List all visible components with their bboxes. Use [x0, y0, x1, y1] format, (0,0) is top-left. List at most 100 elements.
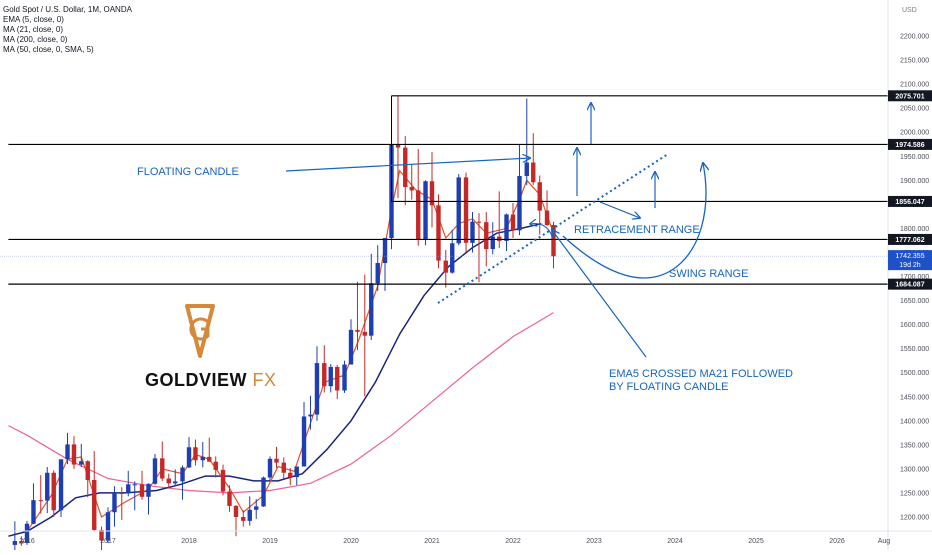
candle[interactable] — [261, 476, 266, 507]
candle[interactable] — [65, 432, 70, 465]
candle[interactable] — [119, 487, 124, 520]
candle[interactable] — [288, 467, 293, 486]
candle[interactable] — [322, 345, 327, 393]
candle[interactable] — [31, 483, 36, 525]
price-axis[interactable]: USD 1200.000 1250.000 1300.000 1350.000 1400.… — [887, 0, 932, 550]
candle[interactable] — [517, 144, 522, 236]
candle[interactable] — [166, 473, 171, 489]
price-tick-label: 2000.000 — [900, 130, 929, 137]
candle[interactable] — [233, 504, 239, 537]
candle[interactable] — [146, 483, 151, 515]
candle[interactable] — [355, 281, 360, 351]
candle[interactable] — [294, 466, 299, 486]
candle[interactable] — [254, 499, 259, 519]
floating-candle-arrow[interactable] — [285, 158, 530, 172]
candle[interactable] — [281, 457, 286, 479]
candle[interactable] — [335, 365, 340, 400]
candle[interactable] — [207, 437, 212, 462]
candle[interactable] — [267, 456, 273, 481]
candle[interactable] — [497, 191, 502, 249]
candle[interactable] — [241, 510, 246, 527]
candle[interactable] — [450, 229, 455, 274]
candle[interactable] — [38, 475, 43, 514]
candle[interactable] — [12, 521, 18, 551]
trendline-dotted[interactable] — [437, 153, 669, 304]
candle[interactable] — [227, 485, 232, 512]
candle[interactable] — [132, 481, 137, 511]
candle[interactable] — [152, 453, 158, 485]
candle[interactable] — [139, 470, 145, 500]
candle[interactable] — [403, 136, 408, 206]
candle[interactable] — [180, 465, 185, 500]
candle[interactable] — [504, 213, 509, 252]
candle[interactable] — [436, 194, 441, 269]
candle[interactable] — [429, 151, 435, 228]
candle[interactable] — [531, 133, 536, 186]
candle[interactable] — [382, 238, 388, 291]
candle[interactable] — [537, 175, 542, 235]
candle[interactable] — [362, 274, 367, 397]
candle[interactable] — [490, 222, 495, 255]
candle[interactable] — [92, 451, 97, 531]
candle[interactable] — [126, 470, 131, 497]
candle-body — [227, 491, 232, 506]
indicator-ma50[interactable]: MA (50, close, 0, SMA, 5) — [3, 45, 94, 54]
indicator-ma21[interactable]: MA (21, close, 0) — [3, 25, 64, 34]
candle[interactable] — [476, 213, 482, 283]
candle[interactable] — [416, 149, 421, 246]
candle[interactable] — [544, 190, 550, 226]
time-tick-label: 2025 — [748, 538, 764, 545]
candle[interactable] — [79, 443, 84, 467]
candle[interactable] — [200, 441, 205, 468]
candle[interactable] — [470, 212, 475, 253]
candle[interactable] — [213, 456, 218, 478]
time-tick-label: 2021 — [424, 538, 440, 545]
candle[interactable] — [301, 402, 307, 467]
candle[interactable] — [524, 98, 529, 186]
candle[interactable] — [314, 346, 320, 421]
candle[interactable] — [112, 486, 117, 527]
candle[interactable] — [45, 466, 50, 514]
candle[interactable] — [19, 536, 24, 546]
candle[interactable] — [193, 439, 198, 466]
candle[interactable] — [51, 470, 56, 517]
candle[interactable] — [443, 250, 448, 288]
candle[interactable] — [463, 172, 469, 252]
candle[interactable] — [375, 245, 380, 291]
candle[interactable] — [369, 253, 374, 340]
price-tick-label: 1600.000 — [900, 322, 929, 329]
indicator-ma200[interactable]: MA (200, close, 0) — [3, 35, 68, 44]
candle[interactable] — [85, 460, 90, 498]
candle[interactable] — [328, 364, 333, 393]
ema-cross-hook — [530, 224, 553, 237]
candle[interactable] — [58, 459, 64, 517]
candle[interactable] — [105, 507, 111, 543]
candle[interactable] — [71, 436, 77, 469]
candle[interactable] — [24, 520, 30, 545]
candle[interactable] — [423, 180, 428, 246]
candle[interactable] — [247, 496, 252, 526]
candle[interactable] — [274, 446, 279, 468]
candle[interactable] — [173, 469, 178, 487]
candle[interactable] — [409, 164, 414, 200]
candle-body — [79, 461, 84, 465]
swing-curve[interactable] — [562, 163, 706, 279]
candle[interactable] — [308, 395, 313, 430]
ema-cross-arrow[interactable] — [552, 230, 647, 358]
indicator-ema5[interactable]: EMA (5, close, 0) — [3, 15, 64, 24]
price-level-badge — [888, 138, 932, 150]
candle[interactable] — [348, 319, 354, 365]
time-axis[interactable]: 2016 2017 2018 2019 2020 2021 2022 2023 2024 2025… — [0, 530, 932, 545]
retracement-arrow[interactable] — [599, 201, 640, 218]
candle[interactable] — [220, 464, 226, 496]
candle[interactable] — [186, 437, 192, 468]
time-tick-label: 2020 — [343, 538, 359, 545]
candle-body — [213, 461, 218, 470]
candle[interactable] — [160, 441, 165, 481]
candle[interactable] — [395, 96, 401, 199]
candle[interactable] — [342, 360, 347, 393]
candle[interactable] — [456, 174, 461, 246]
price-tick-label: 2150.000 — [900, 58, 929, 65]
candle[interactable] — [510, 202, 516, 239]
